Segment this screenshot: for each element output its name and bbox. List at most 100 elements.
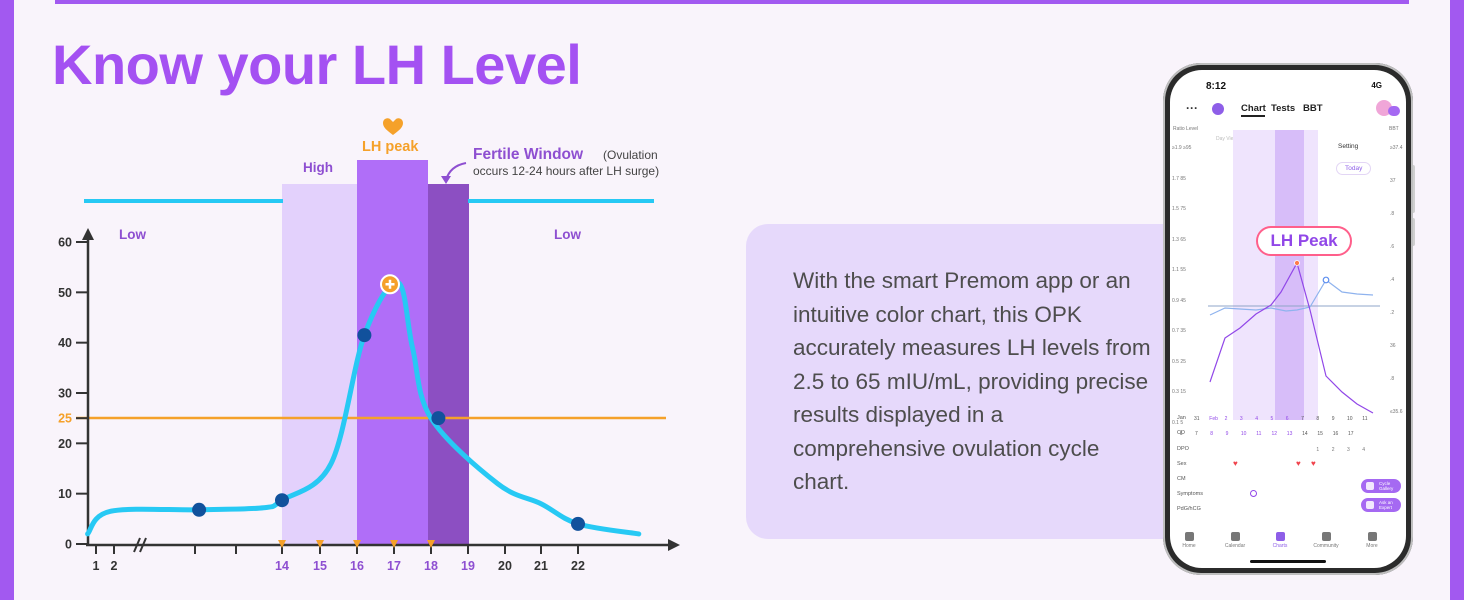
heart-icon-small: ♥ [1233, 459, 1238, 468]
mini-cd-value: 14 [1302, 431, 1308, 437]
mini-lh-line [1209, 261, 1374, 414]
tab-chart[interactable]: Chart [1241, 103, 1266, 114]
zone-label-low-right: Low [554, 227, 581, 242]
mini-left-tick-label: 0.1 5 [1172, 419, 1184, 426]
mini-left-tick-label: ≥1.9 ≥95 [1172, 145, 1192, 151]
lh-peak-callout: LH Peak [1256, 226, 1352, 256]
y-tick-label: 20 [58, 437, 72, 451]
fertile-window-arrow-head [441, 176, 451, 184]
zone-label-low-left: Low [119, 227, 146, 242]
premom-logo-icon [1212, 103, 1224, 115]
x-tick-label: 19 [461, 559, 475, 573]
assistant-icon[interactable] [1388, 106, 1400, 116]
mini-cd-value: 10 [1240, 431, 1247, 437]
x-tick-label: 21 [534, 559, 548, 573]
mini-cd-value: 17 [1348, 431, 1354, 437]
month-label: Jan [1177, 415, 1186, 421]
data-point [357, 328, 372, 343]
mini-left-tick-label: 1.7 85 [1172, 175, 1186, 182]
status-signal: 4G [1371, 81, 1382, 90]
y-axis-arrow [82, 228, 94, 240]
mini-right-tick-label: ≥37.4 [1390, 145, 1403, 151]
x-tick-label: 1 [93, 559, 100, 573]
data-point [275, 493, 289, 508]
day-view-label: Day View [1216, 136, 1238, 142]
phone-mockup: 8:12 4G ··· Chart Tests BBT Ratio Level … [1163, 63, 1413, 575]
home-icon [1184, 532, 1194, 541]
nav-home-label: Home [1182, 543, 1196, 549]
mini-right-tick-label: .2 [1390, 310, 1395, 316]
mini-cd-value: 12 [1271, 431, 1278, 437]
mini-cd-value: 16 [1332, 431, 1339, 437]
nav-more[interactable]: More [1354, 532, 1390, 549]
dpo-label: DPO [1177, 446, 1189, 452]
today-button[interactable]: Today [1336, 162, 1372, 175]
mini-left-tick-label: 0.5 25 [1172, 358, 1186, 365]
mini-day-label: 11 [1362, 416, 1368, 422]
x-tick-label: 14 [275, 559, 289, 573]
description-text: With the smart Premom app or an intuitiv… [793, 268, 1151, 494]
heart-icon-small-3: ♥ [1311, 459, 1316, 468]
tab-bbt[interactable]: BBT [1303, 103, 1323, 114]
sex-row-label: Sex [1177, 461, 1187, 467]
mini-cd-value: 11 [1256, 431, 1262, 437]
mini-peak-band [1275, 130, 1304, 420]
more-menu-icon[interactable]: ··· [1186, 101, 1198, 115]
mini-day-label: 10 [1347, 416, 1353, 422]
nav-calendar[interactable]: Calendar [1217, 532, 1253, 549]
mini-right-tick-label: .4 [1390, 277, 1395, 283]
frame-border-top [55, 0, 1409, 4]
nav-community[interactable]: Community [1308, 532, 1344, 549]
symptoms-row-label: Symptoms [1177, 491, 1203, 497]
data-point [431, 411, 446, 426]
mini-day-label: 5 [1270, 416, 1274, 422]
mini-day-label: 2 [1224, 416, 1228, 422]
community-icon [1321, 532, 1331, 541]
nav-home[interactable]: Home [1171, 532, 1207, 549]
mini-left-tick-label: 0.7 35 [1172, 328, 1186, 334]
mini-cd-value: 15 [1317, 431, 1323, 437]
mini-bbt-point [1322, 276, 1330, 284]
y-tick-label: 0 [65, 538, 72, 552]
high-zone-band [282, 184, 358, 544]
heart-icon-small-2: ♥ [1296, 459, 1301, 468]
status-time: 8:12 [1206, 81, 1227, 92]
heart-icon [383, 118, 403, 135]
setting-button[interactable]: Setting [1330, 141, 1367, 152]
mini-cd-value: 13 [1286, 431, 1293, 437]
mini-right-tick-label: .8 [1390, 211, 1395, 217]
lh-peak-zone-band [357, 160, 428, 544]
mini-dpo-value: 4 [1362, 447, 1366, 453]
nav-calendar-label: Calendar [1224, 543, 1246, 549]
mini-right-tick-label: .6 [1390, 244, 1395, 250]
mini-cd-value: 7 [1195, 431, 1198, 437]
mini-left-tick-label: 0.3 15 [1172, 389, 1186, 395]
test-marker-icon [353, 540, 361, 548]
tab-tests[interactable]: Tests [1271, 103, 1296, 114]
frame-border-right [1450, 0, 1464, 600]
mini-right-tick-label: 37 [1390, 178, 1396, 184]
nav-charts-label: Charts [1272, 543, 1288, 549]
data-point [192, 502, 207, 517]
phone-side-button-2 [1411, 218, 1415, 246]
mini-day-label: 7 [1301, 416, 1304, 422]
test-marker-icon [316, 540, 324, 548]
fertile-window-band [428, 184, 469, 544]
cycle-gallery-button[interactable]: Cycle Gallery [1361, 479, 1401, 493]
mini-day-label: Feb [1209, 416, 1218, 422]
x-tick-label: 18 [424, 559, 438, 573]
mini-cd-value: 6 [1179, 431, 1183, 437]
symptom-marker-icon [1250, 490, 1257, 497]
description-card: With the smart Premom app or an intuitiv… [746, 224, 1216, 539]
mini-left-tick-label: 1.5 75 [1172, 206, 1186, 212]
fertile-window-note-1: (Ovulation [603, 148, 658, 162]
mini-right-tick-label: ≤35.6 [1390, 409, 1403, 415]
ask-expert-button[interactable]: Ask an Expert [1361, 498, 1401, 512]
mini-cd-value: 8 [1210, 431, 1214, 437]
ask-expert-label: Ask an Expert [1379, 500, 1393, 510]
lh-curve-series [85, 279, 642, 537]
lh-level-chart: 0 10 20 25 30 40 50 60 1 2 14 15 16 17 18 19 20 21 22 Low… [58, 118, 680, 573]
nav-charts[interactable]: Charts [1262, 532, 1298, 549]
y-tick-label: 25 [58, 412, 72, 426]
y-tick-label: 60 [58, 236, 72, 250]
